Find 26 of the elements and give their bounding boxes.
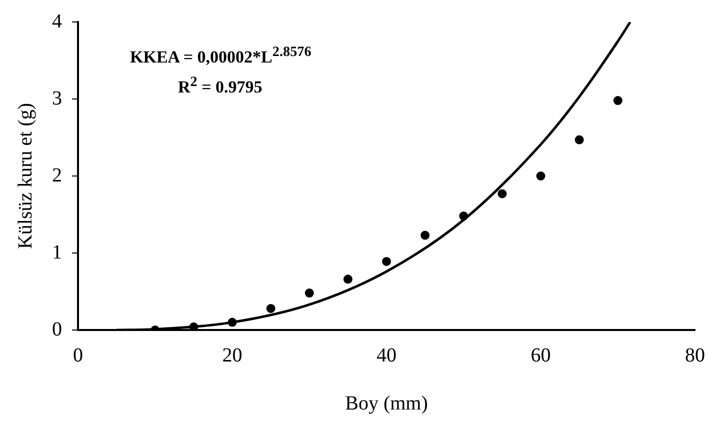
x-tick-label: 0: [73, 344, 83, 366]
annotation: KKEA = 0,00002*L$^{2.8576}$: [130, 44, 312, 68]
point: [536, 172, 546, 180]
x-tick-label: 60: [530, 344, 551, 366]
point: [613, 96, 622, 106]
x-axis-title: Boy (mm): [345, 392, 428, 414]
point: [266, 304, 276, 313]
x-tick-label: 20: [222, 344, 242, 366]
y-axis-title: Külsüz kuru et (g): [14, 102, 36, 250]
y-tick-label: 4: [52, 10, 62, 32]
y-tick-label: 3: [52, 87, 62, 110]
point: [459, 212, 468, 221]
point: [189, 322, 198, 330]
point: [343, 274, 352, 284]
y-tick-label: 0: [52, 318, 62, 340]
point: [420, 230, 430, 240]
annotation: R$^{2}$ = 0.9795: [178, 74, 262, 98]
point: [382, 256, 391, 266]
y-tick-label: 2: [52, 164, 62, 186]
point: [228, 318, 237, 327]
point: [574, 135, 584, 144]
point: [498, 189, 507, 198]
x-tick-label: 40: [376, 344, 396, 366]
point: [304, 288, 314, 298]
x-tick-label: 80: [685, 344, 705, 366]
y-tick-label: 1: [52, 241, 62, 264]
